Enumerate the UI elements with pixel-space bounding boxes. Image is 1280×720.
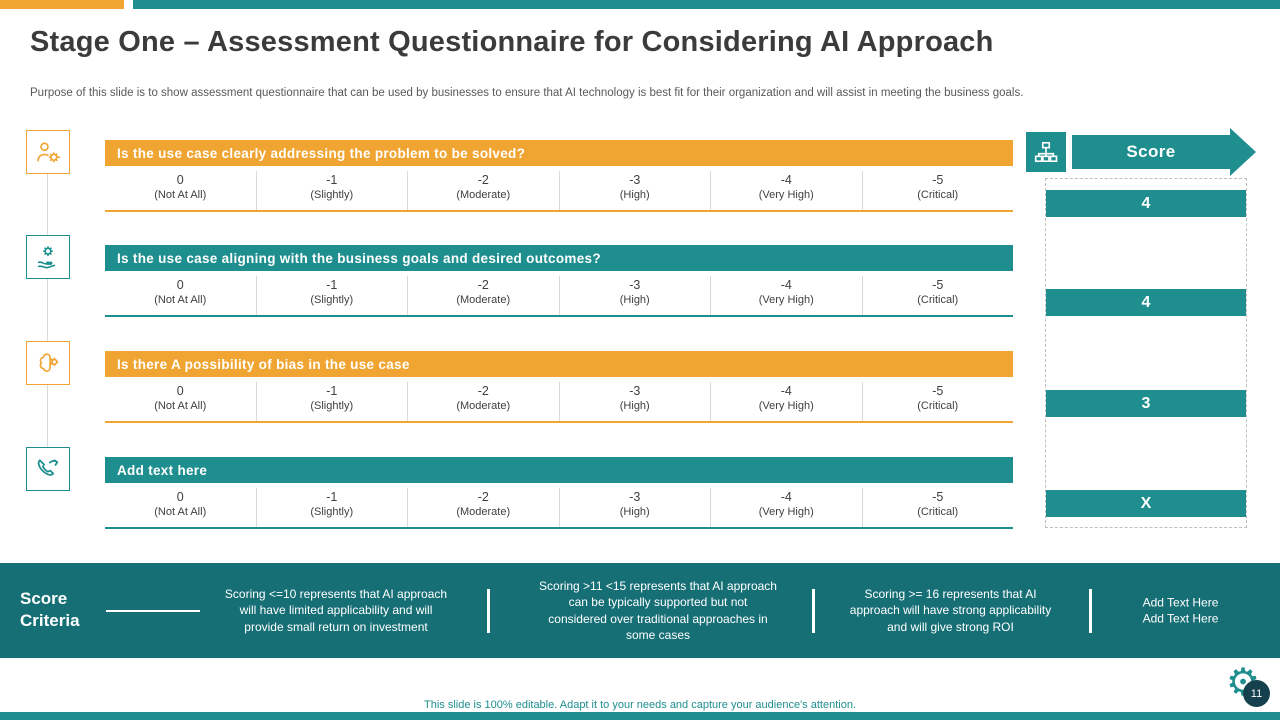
scale-option[interactable]: -3 (High)	[560, 488, 711, 527]
rating-scale: 0 (Not At All) -1 (Slightly) -2 (Moderate) -3(…	[105, 166, 1013, 212]
criteria-divider	[487, 589, 490, 633]
scale-option[interactable]: -1 (Slightly)	[257, 488, 408, 527]
score-value[interactable]: 4	[1046, 289, 1246, 316]
criteria-divider-line	[106, 610, 200, 612]
criteria-divider	[1089, 589, 1092, 633]
score-value[interactable]: 3	[1046, 390, 1246, 417]
accent-bar-teal	[133, 0, 1280, 9]
criteria-text[interactable]: Scoring <=10 represents that AI approach…	[224, 586, 448, 634]
scale-option[interactable]: 0 (Not At All)	[105, 488, 257, 527]
question-block: Is the use case aligning with the busine…	[105, 245, 1013, 317]
score-criteria-band: Score Criteria Scoring <=10 represents t…	[0, 563, 1280, 658]
page-number: 11	[1243, 680, 1270, 707]
scale-option[interactable]: -5 (Critical)	[917, 384, 959, 412]
scale-option[interactable]: -5 (Critical)	[917, 278, 959, 306]
scale-option[interactable]: -4 (Very High)	[711, 488, 863, 527]
org-chart-icon	[1026, 132, 1066, 172]
rating-scale: 0 (Not At All) -1 (Slightly) -2 (Moderate) -3(…	[105, 271, 1013, 317]
question-block: Add text here 0 (Not At All) -1 (Slightly) -…	[105, 457, 1013, 529]
footer-note: This slide is 100% editable. Adapt it to…	[424, 699, 856, 711]
criteria-text[interactable]: Scoring >11 <15 represents that AI appro…	[539, 578, 777, 643]
question-block: Is the use case clearly addressing the p…	[105, 140, 1013, 212]
scale-option[interactable]: -5 (Critical)	[917, 490, 959, 518]
phone-call-icon	[26, 447, 70, 491]
scale-option[interactable]: -1 (Slightly)	[257, 171, 408, 210]
scale-option[interactable]: -1 (Slightly)	[257, 276, 408, 315]
criteria-text[interactable]: Scoring >= 16 represents that AI approac…	[849, 586, 1052, 634]
question-header[interactable]: Add text here	[105, 457, 1013, 483]
scale-option[interactable]: 0 (Not At All)	[105, 276, 257, 315]
page-title: Stage One – Assessment Questionnaire for…	[30, 26, 994, 58]
brain-gear-icon	[26, 341, 70, 385]
score-column-header: Score	[1072, 128, 1256, 176]
question-block: Is there A possibility of bias in the us…	[105, 351, 1013, 423]
criteria-divider	[812, 589, 815, 633]
rating-scale: 0 (Not At All) -1 (Slightly) -2 (Moderate) -3(…	[105, 377, 1013, 423]
placeholder-line[interactable]: Add Text Here	[1142, 594, 1219, 609]
question-header[interactable]: Is the use case clearly addressing the p…	[105, 140, 1013, 166]
score-value[interactable]: 4	[1046, 190, 1246, 217]
scale-option[interactable]: -2 (Moderate)	[408, 171, 560, 210]
question-header[interactable]: Is the use case aligning with the busine…	[105, 245, 1013, 271]
score-header-label: Score	[1126, 142, 1176, 161]
scale-option[interactable]: -4 (Very High)	[711, 171, 863, 210]
scale-option[interactable]: -3 (High)	[560, 276, 711, 315]
accent-bar-orange	[0, 0, 124, 9]
scale-option[interactable]: -5 (Critical)	[917, 173, 959, 201]
scale-option[interactable]: 0 (Not At All)	[105, 382, 257, 421]
slide-subtitle: Purpose of this slide is to show assessm…	[30, 87, 1024, 99]
connector-line	[47, 152, 48, 470]
placeholder-line[interactable]: Add Text Here	[1142, 611, 1219, 626]
scale-option[interactable]: -4 (Very High)	[711, 382, 863, 421]
scale-option[interactable]: 0 (Not At All)	[105, 171, 257, 210]
question-header[interactable]: Is there A possibility of bias in the us…	[105, 351, 1013, 377]
scale-option[interactable]: -1 (Slightly)	[257, 382, 408, 421]
score-criteria-label: Score Criteria	[20, 588, 80, 631]
bottom-accent-bar	[0, 712, 1280, 720]
scale-option[interactable]: -3 (High)	[560, 171, 711, 210]
scale-option[interactable]: -2 (Moderate)	[408, 488, 560, 527]
user-gear-icon	[26, 130, 70, 174]
score-column-box	[1045, 178, 1247, 528]
scale-option[interactable]: -3 (High)	[560, 382, 711, 421]
scale-option[interactable]: -2 (Moderate)	[408, 276, 560, 315]
hand-gear-icon	[26, 235, 70, 279]
scale-option[interactable]: -2 (Moderate)	[408, 382, 560, 421]
score-value[interactable]: X	[1046, 490, 1246, 517]
rating-scale: 0 (Not At All) -1 (Slightly) -2 (Moderate) -3(…	[105, 483, 1013, 529]
scale-option[interactable]: -4 (Very High)	[711, 276, 863, 315]
placeholder-text[interactable]: Add Text Here Add Text Here	[1108, 594, 1253, 627]
